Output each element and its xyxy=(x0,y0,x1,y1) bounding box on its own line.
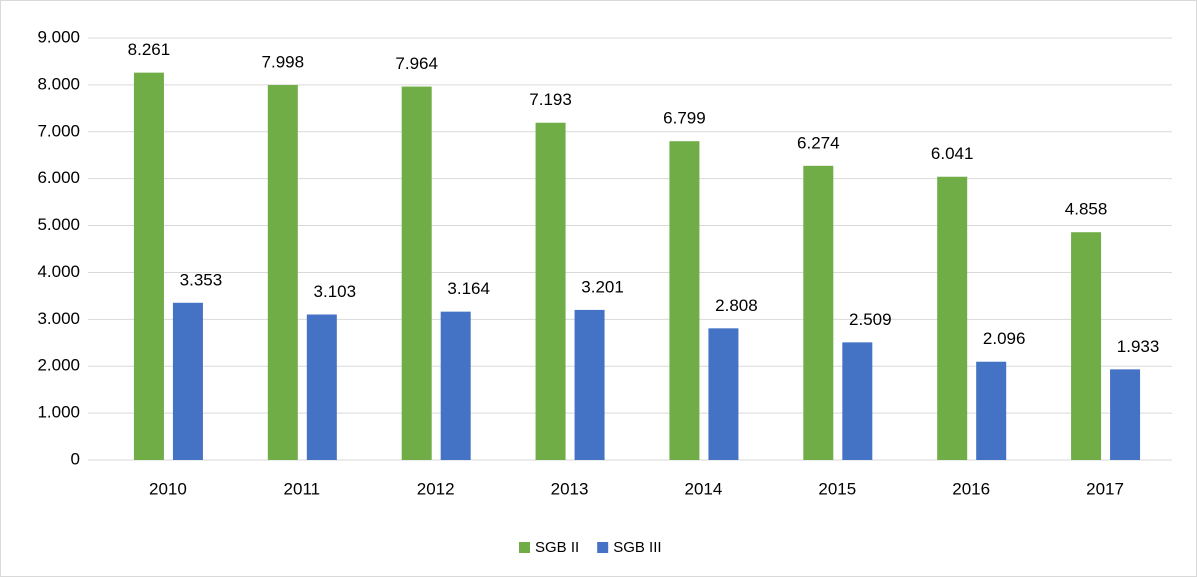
x-tick-label: 2011 xyxy=(284,479,321,498)
value-label: 6.041 xyxy=(931,144,974,163)
bar xyxy=(708,328,739,460)
x-tick-label: 2014 xyxy=(685,479,723,498)
bar xyxy=(803,165,834,461)
bar xyxy=(535,122,566,461)
legend-label: SGB II xyxy=(535,539,579,556)
bar xyxy=(574,309,605,460)
y-tick-label: 5.000 xyxy=(37,215,80,234)
legend-swatch xyxy=(597,542,609,553)
value-label: 2.096 xyxy=(983,329,1026,348)
y-tick-label: 4.000 xyxy=(37,262,80,281)
legend-label: SGB III xyxy=(613,539,661,556)
y-tick-label: 7.000 xyxy=(37,121,80,140)
value-label: 6.799 xyxy=(663,109,706,128)
value-label: 7.964 xyxy=(395,54,438,73)
bar xyxy=(669,141,700,460)
x-tick-label: 2010 xyxy=(149,479,187,498)
bar xyxy=(440,311,471,460)
x-tick-label: 2012 xyxy=(417,479,455,498)
bar xyxy=(1071,232,1102,460)
value-label: 3.164 xyxy=(447,279,490,298)
y-tick-label: 2.000 xyxy=(37,356,80,375)
value-label: 7.193 xyxy=(529,90,572,109)
bar xyxy=(1110,369,1141,460)
bar xyxy=(976,361,1007,460)
y-tick-label: 6.000 xyxy=(37,168,80,187)
value-label: 1.933 xyxy=(1117,337,1160,356)
y-tick-label: 0 xyxy=(71,449,80,468)
bar xyxy=(401,86,432,460)
value-label: 2.808 xyxy=(715,296,758,315)
value-label: 6.274 xyxy=(797,133,840,152)
value-label: 3.201 xyxy=(581,277,624,296)
y-tick-label: 9.000 xyxy=(37,27,80,46)
value-label: 4.858 xyxy=(1065,200,1108,219)
bar xyxy=(172,302,203,460)
x-tick-label: 2016 xyxy=(952,479,990,498)
value-label: 2.509 xyxy=(849,310,892,329)
bar xyxy=(133,72,164,461)
y-tick-label: 3.000 xyxy=(37,309,80,328)
bar xyxy=(842,342,873,460)
y-tick-label: 1.000 xyxy=(37,403,80,422)
bar xyxy=(267,84,298,460)
y-tick-label: 8.000 xyxy=(37,74,80,93)
bar xyxy=(937,176,968,461)
x-tick-label: 2013 xyxy=(551,479,589,498)
value-label: 3.103 xyxy=(314,282,357,301)
value-label: 7.998 xyxy=(262,52,305,71)
value-label: 3.353 xyxy=(180,270,223,289)
x-tick-label: 2017 xyxy=(1086,479,1124,498)
value-label: 8.261 xyxy=(128,40,171,59)
legend-swatch xyxy=(519,542,530,553)
bar xyxy=(306,314,337,460)
x-tick-label: 2015 xyxy=(818,479,856,498)
